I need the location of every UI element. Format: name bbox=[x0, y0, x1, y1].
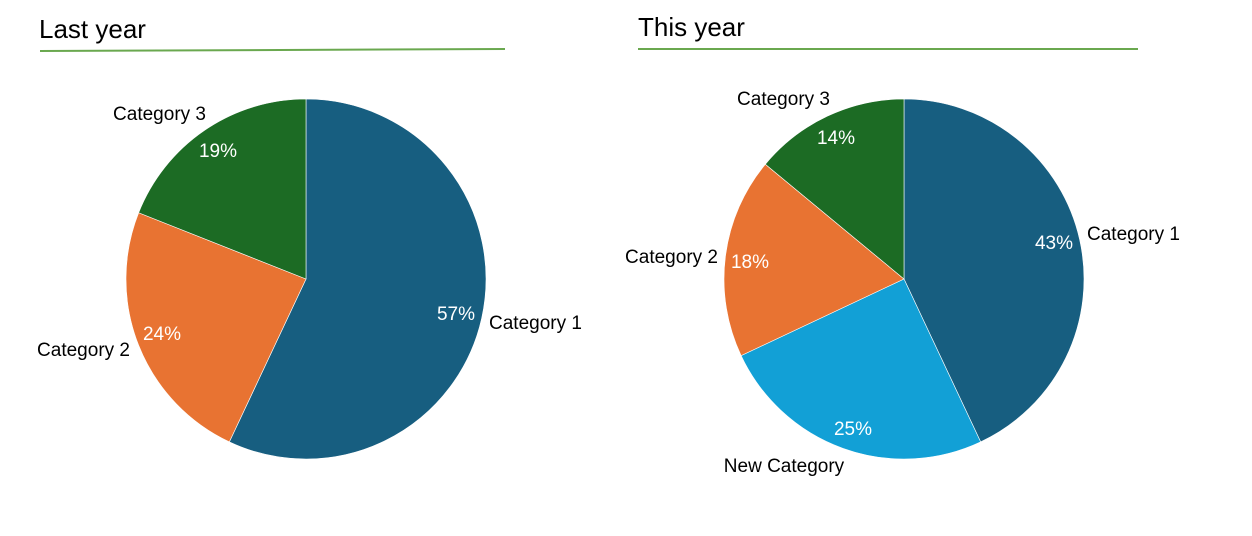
pie-slices bbox=[125, 98, 487, 460]
slice-value-label: 57% bbox=[437, 304, 475, 325]
slice-value-label: 18% bbox=[731, 252, 769, 273]
category-label: Category 3 bbox=[737, 89, 830, 110]
chart-last-year: Last year Category 1 Category 2 Category… bbox=[37, 14, 582, 460]
pie-slice-category-2 bbox=[125, 212, 307, 443]
pie-slice-category-3 bbox=[138, 98, 307, 280]
pie-slices bbox=[723, 98, 1085, 460]
category-label: Category 1 bbox=[489, 313, 582, 334]
pie-slice-category-3 bbox=[764, 98, 905, 280]
category-label: Category 3 bbox=[113, 104, 206, 125]
title-underline bbox=[39, 48, 506, 52]
pie-slice-category-1 bbox=[903, 98, 1085, 443]
pie-slice-new-category bbox=[740, 278, 982, 460]
chart-title: This year bbox=[638, 12, 745, 42]
pie-slice-category-1 bbox=[228, 98, 487, 460]
slice-value-label: 19% bbox=[199, 141, 237, 162]
category-label: Category 1 bbox=[1087, 224, 1180, 245]
slice-value-label: 24% bbox=[143, 324, 181, 345]
category-label: Category 2 bbox=[625, 247, 718, 268]
category-label: New Category bbox=[724, 456, 845, 477]
category-label: Category 2 bbox=[37, 340, 130, 361]
slice-value-label: 14% bbox=[817, 128, 855, 149]
chart-title: Last year bbox=[39, 14, 146, 44]
slice-value-label: 25% bbox=[834, 419, 872, 440]
chart-this-year: This year Category 1 New Category Catego… bbox=[625, 12, 1180, 477]
slice-value-label: 43% bbox=[1035, 233, 1073, 254]
pie-slice-category-2 bbox=[723, 163, 905, 357]
